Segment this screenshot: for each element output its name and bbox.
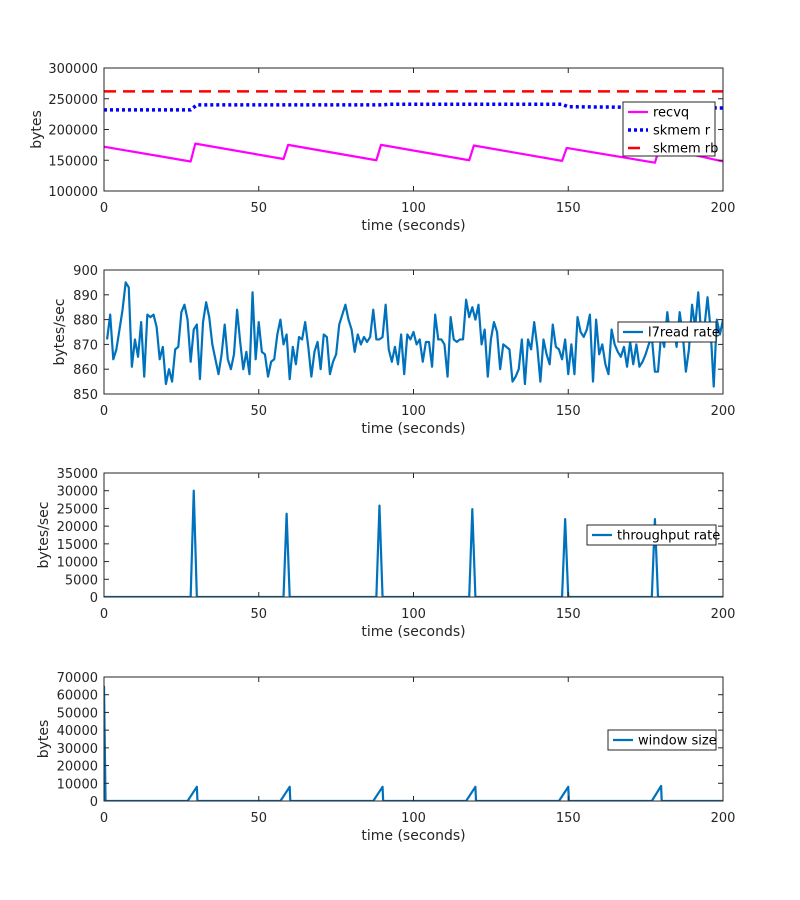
y-tick-label: 15000: [57, 538, 98, 553]
x-axis-label: time (seconds): [361, 218, 465, 234]
legend: recvq skmem r skmem rb: [622, 101, 718, 157]
legend-label: l7read rate: [648, 326, 720, 341]
y-axis-label: bytes: [36, 720, 52, 759]
legend: l7read rate: [617, 321, 720, 343]
y-tick-label: 900: [73, 264, 98, 279]
series-line-recvq: [104, 142, 723, 164]
y-tick-label: 200000: [48, 124, 98, 139]
y-tick-label: 5000: [65, 573, 98, 588]
y-tick-label: 100000: [48, 185, 98, 200]
legend-box: [586, 524, 717, 546]
y-tick-label: 870: [73, 338, 98, 353]
legend-box: [607, 729, 717, 751]
x-tick-label: 200: [711, 607, 736, 622]
y-tick-label: 850: [73, 388, 98, 403]
subplot-4: 0 50 100 150 200 0 10000 20000 30000 40000 50000 60…: [36, 671, 735, 844]
y-tick-label: 10000: [57, 556, 98, 571]
x-tick-label: 150: [556, 811, 581, 826]
y-tick-label: 0: [90, 795, 98, 810]
y-tick-label: 50000: [57, 706, 98, 721]
plot-area: [104, 68, 723, 191]
x-tick-label: 100: [401, 201, 426, 216]
y-tick-label: 40000: [57, 724, 98, 739]
x-axis-label: time (seconds): [361, 421, 465, 437]
x-axis-label: time (seconds): [361, 828, 465, 844]
x-tick-label: 100: [401, 404, 426, 419]
x-tick-label: 0: [100, 201, 108, 216]
y-tick-label: 25000: [57, 502, 98, 517]
x-tick-label: 0: [100, 404, 108, 419]
y-tick-label: 880: [73, 314, 98, 329]
y-tick-label: 20000: [57, 520, 98, 535]
series-line-l7read-rate: [105, 281, 723, 388]
x-tick-label: 200: [711, 201, 736, 216]
legend: window size: [607, 729, 717, 751]
subplot-3: 0 50 100 150 200 0 5000 10000 15000 20000 25000 300…: [36, 467, 735, 640]
y-tick-label: 60000: [57, 689, 98, 704]
x-tick-label: 100: [401, 811, 426, 826]
series-line-skmem-r: [104, 102, 723, 112]
legend-label: skmem rb: [653, 142, 718, 157]
y-tick-label: 35000: [57, 467, 98, 482]
x-tick-label: 100: [401, 607, 426, 622]
y-axis-label: bytes: [29, 110, 45, 149]
x-tick-label: 50: [250, 811, 267, 826]
legend-label: skmem r: [653, 124, 711, 139]
subplot-2: 0 50 100 150 200 850 860 870 880 890 900 time (seco…: [52, 264, 735, 437]
x-tick-label: 50: [250, 201, 267, 216]
legend: throughput rate: [586, 524, 720, 546]
x-tick-label: 150: [556, 404, 581, 419]
y-tick-label: 70000: [57, 671, 98, 686]
y-tick-label: 30000: [57, 742, 98, 757]
x-tick-label: 150: [556, 201, 581, 216]
x-tick-label: 50: [250, 607, 267, 622]
series-group: [105, 281, 723, 388]
series-group: [104, 90, 723, 164]
y-tick-label: 20000: [57, 760, 98, 775]
x-tick-label: 50: [250, 404, 267, 419]
series-group: [104, 685, 723, 801]
y-axis-label: bytes/sec: [36, 502, 52, 569]
legend-label: window size: [638, 734, 717, 749]
y-tick-label: 860: [73, 363, 98, 378]
y-tick-label: 10000: [57, 777, 98, 792]
y-tick-label: 0: [90, 591, 98, 606]
y-axis-label: bytes/sec: [52, 299, 68, 366]
x-tick-label: 150: [556, 607, 581, 622]
y-tick-label: 250000: [48, 93, 98, 108]
x-tick-label: 200: [711, 811, 736, 826]
x-tick-label: 0: [100, 811, 108, 826]
y-tick-label: 890: [73, 289, 98, 304]
y-tick-label: 150000: [48, 154, 98, 169]
x-axis-label: time (seconds): [361, 624, 465, 640]
series-line-window-size: [104, 685, 723, 801]
legend-box: [617, 321, 717, 343]
x-tick-label: 200: [711, 404, 736, 419]
y-tick-label: 300000: [48, 62, 98, 77]
legend-label: throughput rate: [617, 529, 720, 544]
subplot-1: 0 50 100 150 200 100000 150000 200000 250000 3000…: [29, 62, 735, 234]
x-tick-label: 0: [100, 607, 108, 622]
y-tick-label: 30000: [57, 485, 98, 500]
legend-label: recvq: [653, 106, 689, 121]
